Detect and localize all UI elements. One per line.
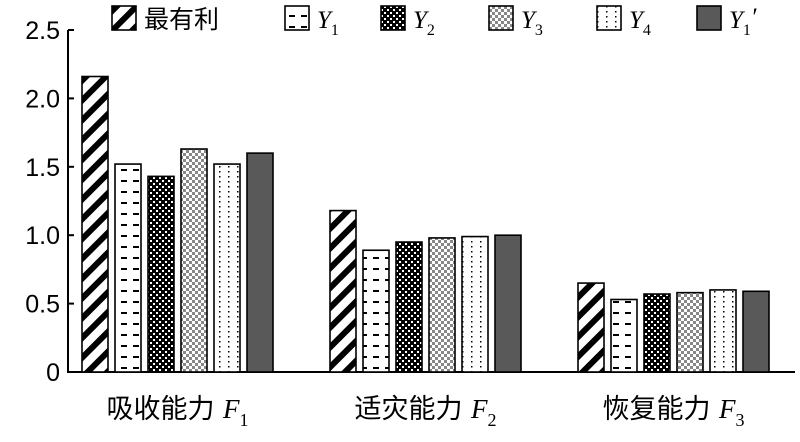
y-tick-label: 0.5 [25, 291, 60, 319]
bar-5-cat-1 [213, 163, 241, 373]
y-tick-label: 2.5 [25, 17, 60, 45]
bar-5-cat-2 [461, 235, 489, 373]
category-label: 适灾能力 F2 [354, 394, 496, 430]
legend-swatch [696, 5, 722, 31]
bar-2-cat-2 [362, 249, 390, 373]
legend-swatch [111, 5, 137, 31]
bar-5-cat-3 [709, 289, 737, 373]
bar-3-cat-3 [643, 293, 671, 373]
bar-6-cat-3 [742, 290, 770, 373]
y-tick-label: 0 [46, 359, 60, 387]
legend-swatch [596, 5, 622, 31]
bars [81, 75, 770, 373]
legend-label: Y1′ [729, 4, 757, 39]
category-label: 恢复能力 F3 [602, 394, 744, 430]
bar-4-cat-1 [180, 148, 208, 373]
bar-2-cat-3 [610, 298, 638, 373]
bar-4-cat-3 [676, 291, 704, 373]
legend-label: Y1 [317, 7, 339, 39]
bar-1-cat-2 [329, 209, 357, 373]
legend-swatch [488, 5, 514, 31]
bar-3-cat-1 [147, 175, 175, 373]
legend-label: Y2 [413, 7, 435, 39]
legend-swatch [284, 5, 310, 31]
category-labels: 吸收能力 F1 适灾能力 F2 恢复能力 F3 [106, 394, 744, 430]
bar-2-cat-1 [114, 163, 142, 373]
legend-label: Y3 [521, 7, 543, 39]
y-tick-labels: 0 0.5 1.0 1.5 2.0 2.5 [25, 17, 60, 387]
legend: 最有利 Y1 Y2 Y3 Y4 Y1′ [111, 4, 757, 39]
y-tick-label: 2.0 [25, 85, 60, 113]
bar-6-cat-1 [246, 152, 274, 373]
category-label: 吸收能力 F1 [106, 394, 248, 430]
y-tick-label: 1.5 [25, 154, 60, 182]
bar-4-cat-2 [428, 237, 456, 373]
bar-1-cat-3 [577, 282, 605, 373]
legend-label: Y4 [629, 7, 651, 39]
y-tick-label: 1.0 [25, 222, 60, 250]
bar-1-cat-1 [81, 75, 109, 373]
legend-label: 最有利 [144, 5, 219, 34]
bar-6-cat-2 [494, 234, 522, 373]
bar-3-cat-2 [395, 241, 423, 373]
legend-swatch [380, 5, 406, 31]
